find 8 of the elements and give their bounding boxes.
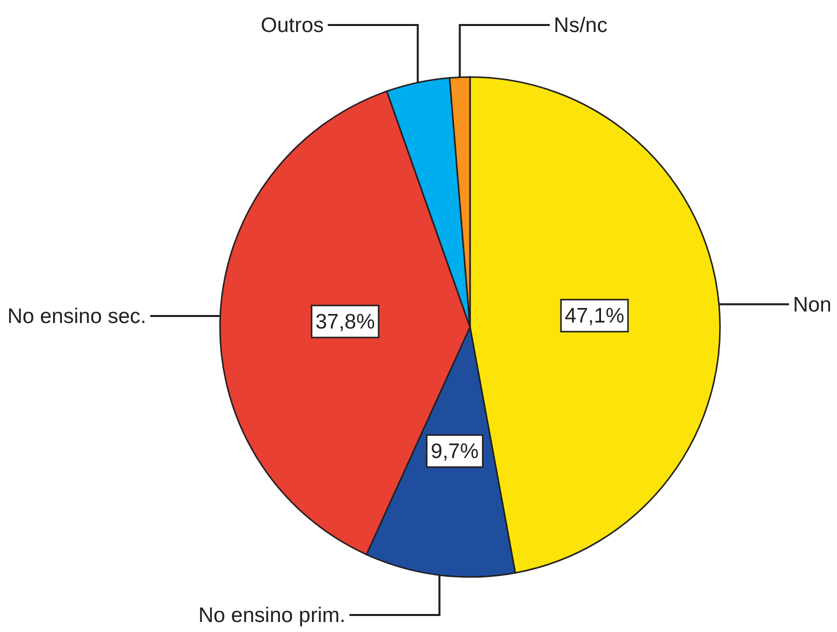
- slice-label: No ensino prim.: [198, 604, 346, 627]
- data-label: 47,1%: [564, 304, 624, 328]
- slice-label: Non: [792, 293, 832, 316]
- slice-label: Ns/nc: [554, 14, 608, 37]
- data-label: 37,8%: [315, 310, 375, 334]
- data-label: 9,7%: [430, 440, 479, 464]
- slice-label: No ensino sec.: [7, 305, 146, 328]
- slice-label: Outros: [260, 14, 324, 37]
